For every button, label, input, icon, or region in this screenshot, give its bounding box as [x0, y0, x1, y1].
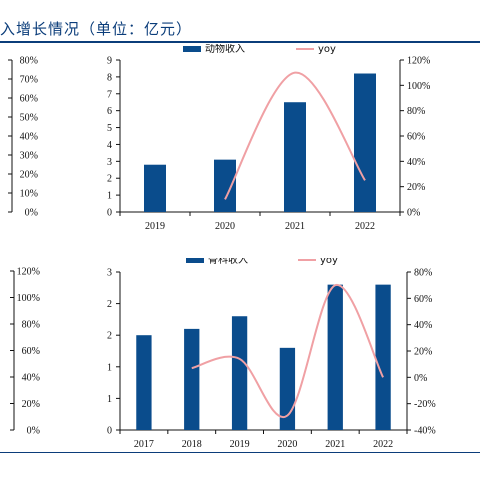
y-axis-tick-label: 8	[107, 72, 112, 83]
y2-axis-tick-label: 60%	[407, 132, 425, 143]
bar-2020	[214, 159, 236, 212]
bar-2021	[327, 284, 343, 430]
y-axis-tick-label: 7	[107, 89, 112, 100]
y2-axis-tick-label: 120%	[407, 56, 430, 67]
partial-axis-tick-label: 60%	[20, 94, 38, 105]
header-divider	[0, 41, 480, 43]
x-axis-tick-label: 2018	[182, 439, 202, 450]
y-axis-tick-label: 9	[107, 56, 112, 67]
y2-axis-tick-label: -40%	[414, 426, 436, 437]
partial-axis-tick-label: 20%	[20, 170, 38, 181]
partial-axis-tick-label: 40%	[20, 132, 38, 143]
x-axis-tick-label: 2017	[134, 439, 154, 450]
x-axis-tick-label: 2021	[325, 439, 345, 450]
x-axis-tick-label: 2021	[285, 221, 305, 232]
partial-axis-tick-label: 40%	[22, 373, 40, 384]
x-axis-tick-label: 2022	[373, 439, 393, 450]
orthopedic-revenue-chart: 120% 100% 80% 60% 40% 20% 0% 0 1 1 2 2 3 -40% -20% 0% 20…	[10, 258, 436, 450]
y2-axis-tick-label: -20%	[414, 399, 436, 410]
bar-2018	[184, 328, 200, 430]
footer-divider	[0, 452, 480, 453]
legend-bar-swatch	[183, 46, 201, 52]
y-axis-tick-label: 6	[107, 106, 112, 117]
y-axis-tick-label: 3	[107, 268, 112, 279]
legend-line-label: yoy	[318, 44, 336, 55]
x-axis-tick-label: 2019	[145, 221, 165, 232]
y2-axis-tick-label: 60%	[414, 294, 432, 305]
y2-axis-tick-label: 0%	[414, 373, 427, 384]
y-axis-tick-label: 0	[107, 426, 112, 437]
bar-2019	[231, 316, 248, 430]
x-axis-tick-label: 2020	[277, 439, 297, 450]
legend-line-label: yoy	[320, 258, 338, 266]
x-axis-tick-label: 2022	[355, 221, 375, 232]
legend-bar-label: 骨科收入	[208, 258, 248, 266]
y-axis-tick-label: 2	[107, 331, 112, 342]
partial-axis-tick-label: 60%	[22, 346, 40, 357]
partial-axis-tick-label: 30%	[20, 151, 38, 162]
partial-axis-tick-label: 80%	[22, 320, 40, 331]
partial-axis-tick-label: 10%	[20, 189, 38, 200]
section-title: 入增长情况（单位：亿元）	[0, 20, 193, 38]
x-axis-tick-label: 2020	[215, 221, 235, 232]
y2-axis-tick-label: 100%	[407, 81, 430, 92]
bar-2017	[136, 335, 152, 430]
partial-axis-tick-label: 50%	[20, 113, 38, 124]
y2-axis-tick-label: 0%	[407, 208, 420, 219]
y2-axis-tick-label: 20%	[407, 182, 425, 193]
yoy-line	[191, 284, 384, 419]
bar-2022	[354, 73, 376, 212]
y-axis-tick-label: 2	[107, 174, 112, 185]
y-axis-tick-label: 2	[107, 299, 112, 310]
report-header: 入增长情况（单位：亿元）	[0, 0, 480, 44]
y-axis-tick-label: 1	[107, 191, 112, 202]
y-axis-tick-label: 0	[107, 208, 112, 219]
y-axis-tick-label: 1	[107, 394, 112, 405]
legend-bar-swatch	[186, 258, 204, 263]
bar-2022	[375, 284, 391, 430]
animal-revenue-chart: 80% 70% 60% 50% 40% 30% 20% 10% 0% 0 1 2 3 4 5 6 7 8 9 0% 20…	[8, 44, 430, 232]
partial-axis-tick-label: 100%	[17, 293, 40, 304]
y-axis-tick-label: 3	[107, 157, 112, 168]
bar-2019	[144, 164, 166, 212]
x-axis-tick-label: 2019	[230, 439, 250, 450]
y2-axis-tick-label: 80%	[414, 268, 432, 279]
partial-axis-tick-label: 80%	[20, 56, 38, 67]
partial-axis-tick-label: 0%	[25, 208, 38, 219]
partial-axis-tick-label: 20%	[22, 399, 40, 410]
partial-axis-tick-label: 120%	[17, 267, 40, 278]
y-axis-tick-label: 4	[107, 140, 112, 151]
y2-axis-tick-label: 20%	[414, 347, 432, 358]
y-axis-tick-label: 5	[107, 123, 112, 134]
y-axis-tick-label: 1	[107, 362, 112, 373]
partial-axis-tick-label: 70%	[20, 75, 38, 86]
legend-bar-label: 动物收入	[205, 44, 245, 55]
y2-axis-tick-label: 40%	[407, 157, 425, 168]
y2-axis-tick-label: 80%	[407, 106, 425, 117]
partial-axis-tick-label: 0%	[27, 426, 40, 437]
bar-2021	[284, 102, 306, 212]
y2-axis-tick-label: 40%	[414, 320, 432, 331]
